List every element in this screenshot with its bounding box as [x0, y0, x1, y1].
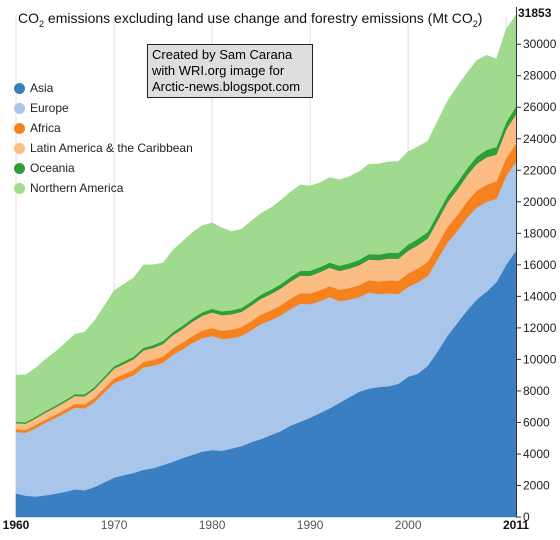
legend-label: Oceania [30, 161, 75, 175]
y-tick-label: 10000 [523, 352, 557, 366]
legend-swatch [14, 122, 25, 134]
legend-item-asia: Asia [14, 78, 193, 98]
legend: Asia Europe Africa Latin America & the C… [14, 78, 193, 198]
y-tick-label: 28000 [523, 69, 557, 83]
y-tick-label: 0 [523, 510, 530, 524]
credit-line-3: Arctic-news.blogspot.com [152, 79, 301, 94]
y-tick-label: 14000 [523, 289, 557, 303]
legend-item-europe: Europe [14, 98, 193, 118]
legend-swatch [14, 102, 25, 114]
legend-item-latin-america: Latin America & the Caribbean [14, 138, 193, 158]
legend-item-africa: Africa [14, 118, 193, 138]
y-tick-label: 30000 [523, 37, 557, 51]
area-series [15, 14, 517, 518]
legend-swatch [14, 142, 25, 154]
y-tick-label: 2000 [523, 478, 550, 492]
legend-label: Latin America & the Caribbean [30, 141, 193, 155]
y-tick-label: 20000 [523, 195, 557, 209]
legend-item-oceania: Oceania [14, 158, 193, 178]
x-tick-label: 1980 [199, 518, 226, 532]
x-tick-label: 1970 [101, 518, 128, 532]
x-tick-label: 2011 [503, 518, 529, 532]
axes: 0 2000 4000 6000 8000 10000 12000 14000 16000 180… [3, 6, 557, 532]
y-tick-label: 6000 [523, 415, 550, 429]
y-max-label: 31853 [518, 6, 552, 20]
y-tick-label: 4000 [523, 447, 550, 461]
legend-item-northern-america: Northern America [14, 178, 193, 198]
x-tick-label: 2000 [395, 518, 422, 532]
legend-label: Europe [30, 101, 69, 115]
y-tick-label: 18000 [523, 226, 557, 240]
legend-swatch [14, 82, 25, 94]
y-tick-label: 24000 [523, 132, 557, 146]
x-tick-label: 1990 [297, 518, 324, 532]
legend-label: Africa [30, 121, 61, 135]
credit-box: Created by Sam Carana with WRI.org image… [147, 44, 313, 98]
chart-title: CO2 emissions excluding land use change … [18, 10, 483, 29]
y-tick-label: 12000 [523, 321, 557, 335]
credit-line-2: with WRI.org image for [152, 63, 285, 78]
y-tick-label: 16000 [523, 258, 557, 272]
legend-swatch [14, 182, 25, 194]
y-tick-label: 22000 [523, 163, 557, 177]
credit-line-1: Created by Sam Carana [152, 47, 293, 62]
x-tick-label: 1960 [3, 518, 30, 532]
legend-swatch [14, 162, 25, 174]
y-tick-label: 26000 [523, 100, 557, 114]
legend-label: Asia [30, 81, 54, 95]
y-tick-label: 8000 [523, 384, 550, 398]
legend-label: Northern America [30, 181, 124, 195]
